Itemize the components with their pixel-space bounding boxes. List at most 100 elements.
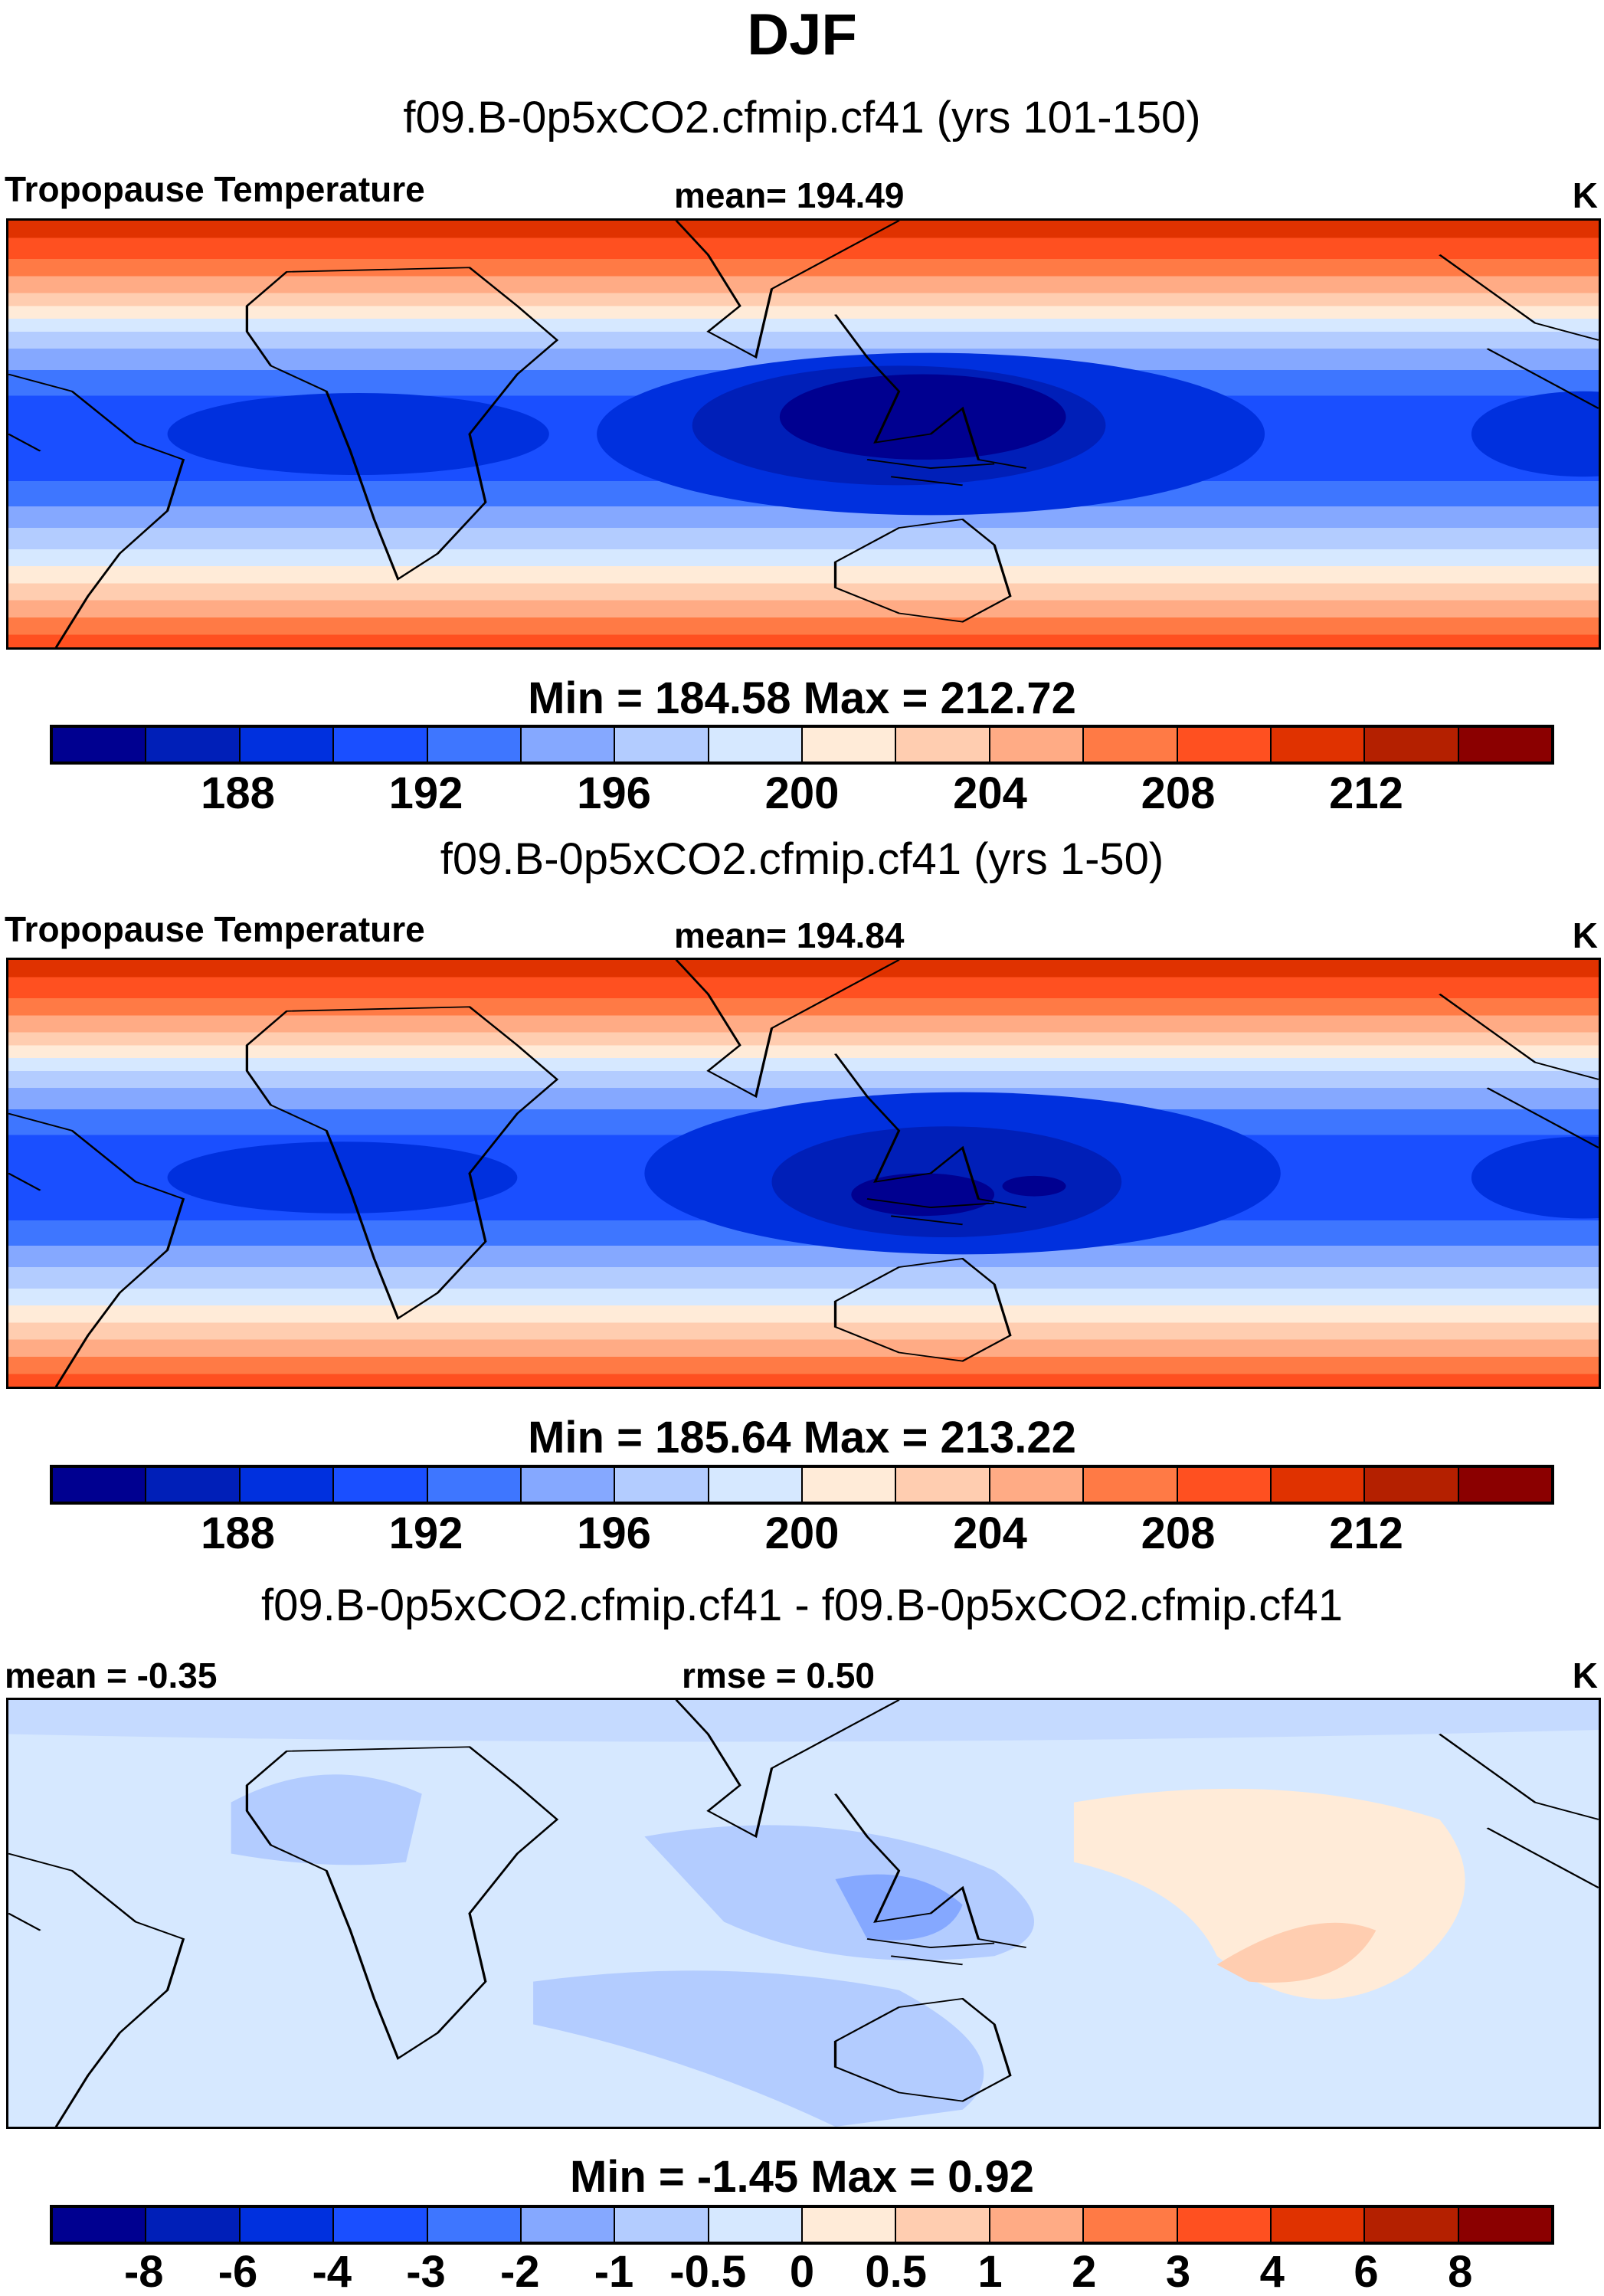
panel-1-map — [6, 218, 1601, 650]
colorbar-tick-label: 200 — [764, 1508, 840, 1558]
colorbar-tick-label: 208 — [1141, 1508, 1216, 1558]
panel-2-mean: mean= 194.84 — [674, 915, 905, 955]
colorbar-box — [240, 2208, 335, 2242]
colorbar-box — [1084, 2208, 1178, 2242]
colorbar-tick-label: -0.5 — [669, 2247, 747, 2296]
colorbar-box — [803, 728, 897, 762]
panel-1-left-label: Tropopause Temperature — [5, 169, 425, 209]
colorbar-tick-label: 0.5 — [865, 2247, 928, 2296]
colorbar-box — [1177, 728, 1272, 762]
colorbar-box — [709, 1468, 803, 1502]
colorbar-box — [1177, 2208, 1272, 2242]
colorbar-box — [1084, 1468, 1178, 1502]
colorbar-tick-label: 4 — [1259, 2247, 1285, 2296]
colorbar-tick-label: 204 — [953, 1508, 1027, 1558]
colorbar-box — [53, 728, 147, 762]
panel-1-contours — [8, 221, 1599, 647]
colorbar-box — [1458, 1468, 1551, 1502]
colorbar-box — [803, 2208, 897, 2242]
colorbar-tick-label: 188 — [201, 1508, 275, 1558]
colorbar-tick-label: 8 — [1448, 2247, 1473, 2296]
colorbar-box — [990, 1468, 1085, 1502]
colorbar-box — [1365, 2208, 1459, 2242]
colorbar-box — [896, 2208, 990, 2242]
colorbar-box — [1458, 728, 1551, 762]
panel-3-subtitle: f09.B-0p5xCO2.cfmip.cf41 - f09.B-0p5xCO2… — [261, 1580, 1343, 1630]
panel-2-colorbar — [50, 1465, 1554, 1505]
colorbar-box — [615, 1468, 709, 1502]
panel-3-map — [6, 1698, 1601, 2129]
colorbar-tick-label: 192 — [388, 768, 463, 818]
colorbar-box — [1084, 728, 1178, 762]
colorbar-tick-label: 200 — [764, 768, 840, 818]
colorbar-box — [1365, 1468, 1459, 1502]
colorbar-box — [146, 2208, 241, 2242]
colorbar-box — [427, 728, 522, 762]
colorbar-box — [803, 1468, 897, 1502]
figure-title: DJF — [747, 2, 857, 67]
panel-1-units: K — [1572, 175, 1598, 215]
panel-3-minmax: Min = -1.45 Max = 0.92 — [569, 2152, 1035, 2202]
panel-3-mean: mean = -0.35 — [5, 1656, 218, 1695]
colorbar-box — [334, 2208, 428, 2242]
colorbar-tick-label: 212 — [1329, 768, 1403, 818]
panel-1-mean: mean= 194.49 — [674, 175, 905, 215]
panel-1-subtitle: f09.B-0p5xCO2.cfmip.cf41 (yrs 101-150) — [403, 93, 1201, 142]
colorbar-box — [334, 1468, 428, 1502]
panel-2-map — [6, 958, 1601, 1389]
colorbar-tick-label: 2 — [1072, 2247, 1097, 2296]
panel-1-colorbar-ticks: 188 192 196 200 204 208 212 — [50, 768, 1554, 821]
colorbar-box — [146, 728, 241, 762]
panel-1-minmax: Min = 184.58 Max = 212.72 — [528, 673, 1076, 723]
colorbar-tick-label: 3 — [1165, 2247, 1191, 2296]
colorbar-box — [427, 1468, 522, 1502]
colorbar-box — [709, 728, 803, 762]
panel-3-colorbar-ticks: -8 -6 -4 -3 -2 -1 -0.5 0 0.5 1 2 3 4 6 8 — [50, 2246, 1554, 2296]
panel-3-units: K — [1572, 1656, 1598, 1695]
colorbar-box — [53, 2208, 147, 2242]
colorbar-box — [1271, 728, 1366, 762]
colorbar-box — [146, 1468, 241, 1502]
colorbar-tick-label: 208 — [1141, 768, 1216, 818]
colorbar-box — [896, 1468, 990, 1502]
panel-2-subtitle: f09.B-0p5xCO2.cfmip.cf41 (yrs 1-50) — [440, 834, 1164, 884]
panel-2-colorbar-ticks: 188 192 196 200 204 208 212 — [50, 1508, 1554, 1561]
colorbar-box — [1458, 2208, 1551, 2242]
panel-3-rmse: rmse = 0.50 — [682, 1656, 875, 1695]
colorbar-tick-label: -8 — [123, 2247, 164, 2296]
colorbar-box — [334, 728, 428, 762]
colorbar-box — [1365, 728, 1459, 762]
colorbar-tick-label: 192 — [388, 1508, 463, 1558]
colorbar-box — [521, 2208, 616, 2242]
colorbar-box — [990, 2208, 1085, 2242]
panel-1-colorbar — [50, 725, 1554, 765]
colorbar-box — [53, 1468, 147, 1502]
colorbar-box — [615, 2208, 709, 2242]
colorbar-box — [240, 1468, 335, 1502]
colorbar-tick-label: 1 — [977, 2247, 1003, 2296]
colorbar-box — [427, 2208, 522, 2242]
colorbar-box — [1177, 1468, 1272, 1502]
colorbar-tick-label: -3 — [406, 2247, 446, 2296]
panel-2-units: K — [1572, 915, 1598, 955]
panel-3-contours — [8, 1700, 1599, 2127]
colorbar-tick-label: -1 — [594, 2247, 634, 2296]
panel-3-colorbar — [50, 2205, 1554, 2245]
colorbar-box — [709, 2208, 803, 2242]
colorbar-tick-label: 6 — [1354, 2247, 1379, 2296]
colorbar-tick-label: 0 — [789, 2247, 815, 2296]
colorbar-box — [1271, 2208, 1366, 2242]
colorbar-tick-label: -2 — [499, 2247, 540, 2296]
colorbar-box — [521, 728, 616, 762]
colorbar-box — [1271, 1468, 1366, 1502]
colorbar-tick-label: 212 — [1329, 1508, 1403, 1558]
colorbar-tick-label: 196 — [577, 768, 651, 818]
colorbar-tick-label: 196 — [577, 1508, 651, 1558]
panel-2-minmax: Min = 185.64 Max = 213.22 — [528, 1413, 1076, 1462]
colorbar-tick-label: 188 — [201, 768, 275, 818]
colorbar-tick-label: -4 — [312, 2247, 352, 2296]
colorbar-box — [896, 728, 990, 762]
colorbar-box — [240, 728, 335, 762]
colorbar-tick-label: 204 — [953, 768, 1027, 818]
